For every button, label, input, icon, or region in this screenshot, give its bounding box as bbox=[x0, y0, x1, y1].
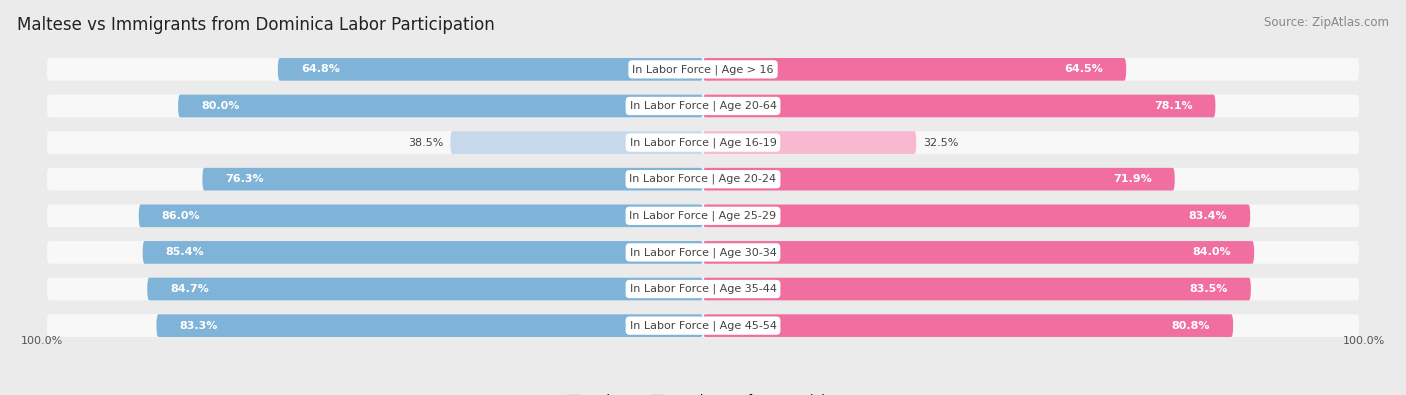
FancyBboxPatch shape bbox=[46, 95, 1360, 117]
Text: 80.0%: 80.0% bbox=[201, 101, 239, 111]
Text: In Labor Force | Age 20-64: In Labor Force | Age 20-64 bbox=[630, 101, 776, 111]
FancyBboxPatch shape bbox=[703, 241, 1254, 264]
Text: 83.4%: 83.4% bbox=[1188, 211, 1227, 221]
Text: 76.3%: 76.3% bbox=[225, 174, 264, 184]
FancyBboxPatch shape bbox=[148, 278, 703, 300]
Text: 85.4%: 85.4% bbox=[166, 247, 204, 258]
Text: 100.0%: 100.0% bbox=[1343, 336, 1385, 346]
FancyBboxPatch shape bbox=[278, 58, 703, 81]
FancyBboxPatch shape bbox=[46, 168, 1360, 190]
FancyBboxPatch shape bbox=[46, 278, 1360, 300]
Text: 83.3%: 83.3% bbox=[180, 321, 218, 331]
Text: 86.0%: 86.0% bbox=[162, 211, 200, 221]
Text: 80.8%: 80.8% bbox=[1171, 321, 1211, 331]
Text: In Labor Force | Age 20-24: In Labor Force | Age 20-24 bbox=[630, 174, 776, 184]
Text: In Labor Force | Age 30-34: In Labor Force | Age 30-34 bbox=[630, 247, 776, 258]
FancyBboxPatch shape bbox=[703, 95, 1215, 117]
Text: In Labor Force | Age > 16: In Labor Force | Age > 16 bbox=[633, 64, 773, 75]
FancyBboxPatch shape bbox=[703, 278, 1251, 300]
Legend: Maltese, Immigrants from Dominica: Maltese, Immigrants from Dominica bbox=[567, 394, 839, 395]
Text: In Labor Force | Age 25-29: In Labor Force | Age 25-29 bbox=[630, 211, 776, 221]
FancyBboxPatch shape bbox=[142, 241, 703, 264]
FancyBboxPatch shape bbox=[46, 314, 1360, 337]
Text: 71.9%: 71.9% bbox=[1114, 174, 1152, 184]
FancyBboxPatch shape bbox=[202, 168, 703, 190]
Text: 84.0%: 84.0% bbox=[1192, 247, 1232, 258]
FancyBboxPatch shape bbox=[703, 131, 917, 154]
Text: 78.1%: 78.1% bbox=[1154, 101, 1192, 111]
Text: 84.7%: 84.7% bbox=[170, 284, 209, 294]
FancyBboxPatch shape bbox=[156, 314, 703, 337]
FancyBboxPatch shape bbox=[46, 241, 1360, 264]
Text: Maltese vs Immigrants from Dominica Labor Participation: Maltese vs Immigrants from Dominica Labo… bbox=[17, 16, 495, 34]
FancyBboxPatch shape bbox=[46, 58, 1360, 81]
Text: 32.5%: 32.5% bbox=[922, 137, 957, 148]
FancyBboxPatch shape bbox=[46, 131, 1360, 154]
FancyBboxPatch shape bbox=[703, 205, 1250, 227]
Text: In Labor Force | Age 35-44: In Labor Force | Age 35-44 bbox=[630, 284, 776, 294]
Text: 64.5%: 64.5% bbox=[1064, 64, 1104, 74]
FancyBboxPatch shape bbox=[450, 131, 703, 154]
Text: In Labor Force | Age 45-54: In Labor Force | Age 45-54 bbox=[630, 320, 776, 331]
Text: 83.5%: 83.5% bbox=[1189, 284, 1227, 294]
FancyBboxPatch shape bbox=[179, 95, 703, 117]
FancyBboxPatch shape bbox=[139, 205, 703, 227]
Text: 64.8%: 64.8% bbox=[301, 64, 340, 74]
Text: 38.5%: 38.5% bbox=[409, 137, 444, 148]
FancyBboxPatch shape bbox=[703, 314, 1233, 337]
Text: In Labor Force | Age 16-19: In Labor Force | Age 16-19 bbox=[630, 137, 776, 148]
FancyBboxPatch shape bbox=[46, 205, 1360, 227]
FancyBboxPatch shape bbox=[703, 168, 1175, 190]
FancyBboxPatch shape bbox=[703, 58, 1126, 81]
Text: 100.0%: 100.0% bbox=[21, 336, 63, 346]
Text: Source: ZipAtlas.com: Source: ZipAtlas.com bbox=[1264, 16, 1389, 29]
